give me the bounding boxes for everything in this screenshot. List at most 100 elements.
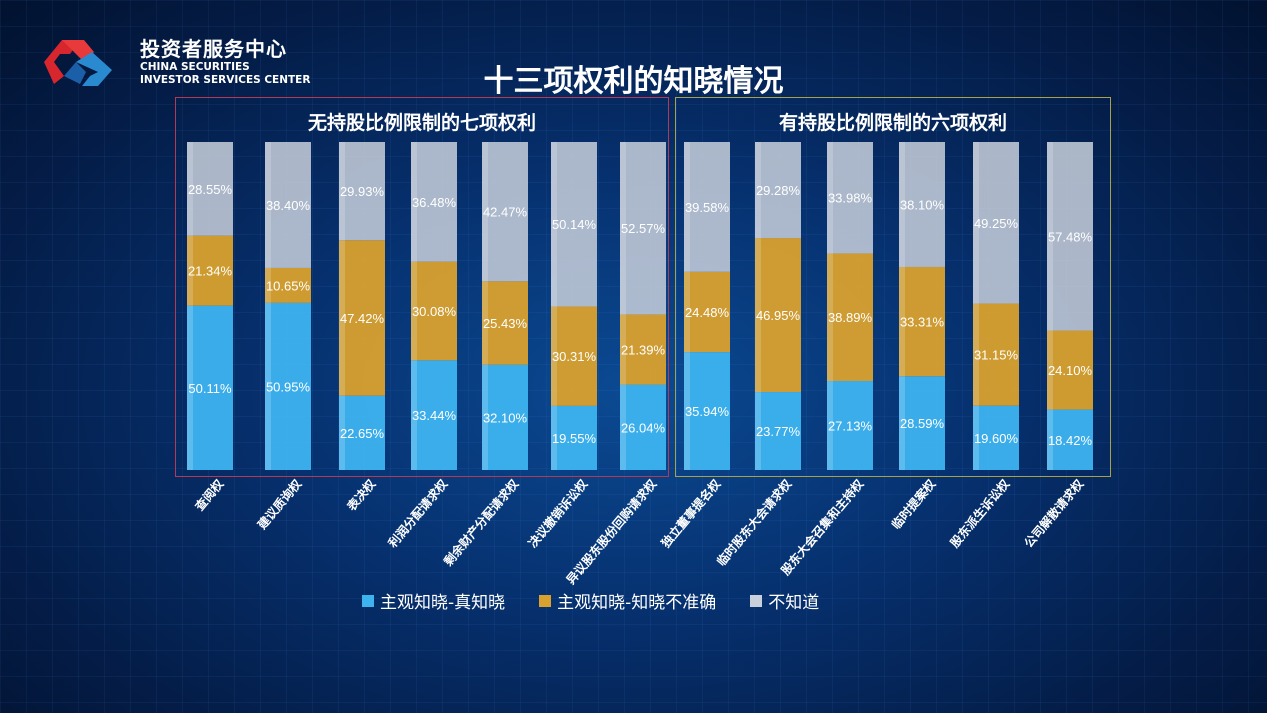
bar-highlight [827,381,833,470]
brand-name-en-line2: INVESTOR SERVICES CENTER [140,74,311,86]
legend-item-inaccurate: 主观知晓-知晓不准确 [539,588,716,613]
data-label: 35.94% [685,404,730,419]
legend-item-true: 主观知晓-真知晓 [362,588,505,613]
bar-segment [187,305,233,470]
legend-swatch [750,594,763,607]
bar-highlight [187,305,193,470]
bar-segment [411,261,457,361]
group-title-unrestricted: 无持股比例限制的七项权利 [307,112,536,134]
data-label: 29.93% [340,184,385,199]
x-tick-label: 建议质询权 [254,476,305,533]
data-label: 24.48% [685,305,730,320]
bar-segment [973,303,1019,406]
data-label: 32.10% [483,410,528,425]
bar-segment [339,395,385,470]
data-label: 27.13% [828,419,873,434]
data-label: 28.55% [188,182,233,197]
bar-highlight [482,364,488,470]
bar-highlight [411,360,417,470]
bar-highlight [899,142,905,267]
legend-label: 主观知晓-知晓不准确 [557,593,717,613]
brand-name-en-line1: CHINA SECURITIES [140,61,250,73]
data-label: 38.89% [828,310,873,325]
bar-highlight [339,240,345,396]
bar-segment [827,381,873,470]
bar-highlight [755,238,761,393]
bar-segment [482,281,528,365]
bar-highlight [187,142,193,236]
data-label: 30.31% [552,349,597,364]
data-label: 46.95% [756,308,801,323]
bar-highlight [265,267,271,303]
data-label: 39.58% [685,200,730,215]
data-label: 49.25% [974,216,1019,231]
bar-highlight [684,142,690,272]
bar-segment [265,267,311,303]
bar-highlight [827,253,833,382]
data-label: 31.15% [974,348,1019,363]
bar-highlight [339,142,345,241]
bar-highlight [973,142,979,304]
bar-segment [411,360,457,470]
bar-highlight [339,395,345,470]
bar-highlight [411,142,417,262]
bar-highlight [755,392,761,470]
data-label: 19.55% [552,431,597,446]
bar-highlight [265,142,271,268]
data-label: 22.65% [340,426,385,441]
data-label: 42.47% [483,205,528,220]
data-label: 23.77% [756,424,801,439]
bar-highlight [1047,330,1053,410]
bar-highlight [551,405,557,470]
data-label: 21.39% [621,343,666,358]
bar-segment [755,238,801,393]
x-tick-label: 表决权 [343,476,379,515]
data-label: 19.60% [974,431,1019,446]
bar-segment [755,142,801,239]
bar-highlight [620,142,626,315]
data-label: 28.59% [900,416,945,431]
data-label: 33.98% [828,191,873,206]
brand-name-en: CHINA SECURITIES INVESTOR SERVICES CENTE… [140,61,310,87]
legend-swatch [539,594,552,607]
bar-segment [482,142,528,282]
bar-highlight [187,235,193,306]
legend-label: 主观知晓-真知晓 [380,593,506,613]
bar-segment [684,352,730,470]
group-box-unrestricted [175,97,669,477]
bar-segment [827,253,873,382]
bar-segment [265,142,311,268]
data-label: 50.95% [266,379,311,394]
data-label: 26.04% [621,420,666,435]
bar-segment [187,142,233,236]
bar-segment [620,142,666,315]
x-tick-label: 临时提案权 [888,476,939,532]
bar-segment [1047,142,1093,331]
bar-segment [265,302,311,470]
chart-title: 十三项权利的知晓情况 [483,64,784,99]
x-tick-label: 剩余财产分配请求权 [440,476,522,569]
legend-label: 不知道 [768,593,820,613]
bar-segment [411,142,457,262]
data-label: 57.48% [1048,229,1093,244]
bar-segment [899,266,945,377]
logo [44,40,112,86]
bar-highlight [1047,409,1053,470]
data-label: 33.31% [900,315,945,330]
bar-segment [551,306,597,406]
group-title-restricted: 有持股比例限制的六项权利 [778,112,1007,134]
bar-segment [187,235,233,306]
x-tick-label: 利润分配请求权 [385,476,451,551]
data-label: 38.40% [266,198,311,213]
data-label: 50.11% [188,381,232,396]
bar-segment [973,142,1019,304]
x-tick-label: 股东派生诉讼权 [947,476,1013,551]
data-label: 33.44% [412,408,457,423]
x-tick-label: 临时股东大会请求权 [713,476,795,569]
bar-highlight [827,142,833,254]
x-tick-label: 查阅权 [191,476,227,515]
bar-highlight [265,302,271,470]
bar-highlight [551,306,557,406]
bar-highlight [411,261,417,361]
